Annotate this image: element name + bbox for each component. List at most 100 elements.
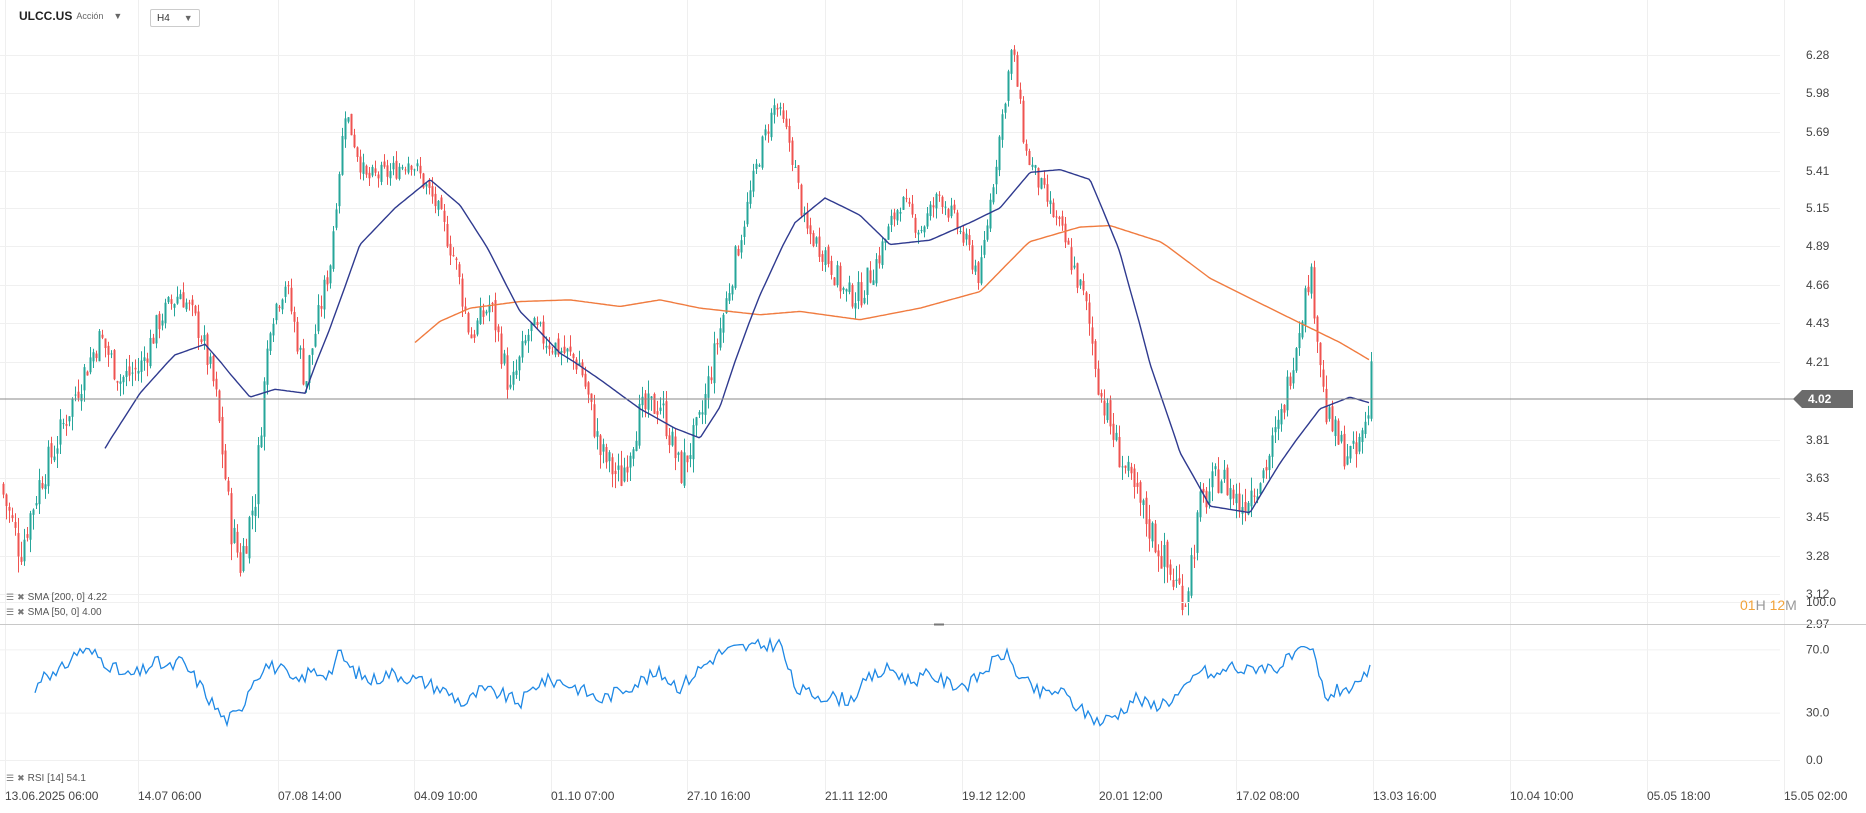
candle-body (1229, 488, 1232, 500)
candle-body (1190, 555, 1193, 596)
candle-body (386, 165, 389, 177)
settings-icon[interactable]: ☰ (6, 773, 15, 783)
indicator-legend-rsi[interactable]: ☰ ✖ RSI [14] 54.1 (6, 773, 86, 784)
price-tick-label: 3.12 (1806, 587, 1830, 601)
candle-body (497, 326, 500, 333)
candle-body (488, 304, 491, 313)
candle-body (140, 360, 143, 372)
candle-body (1241, 507, 1244, 514)
candle-body (344, 118, 347, 140)
candle-body (788, 125, 791, 143)
candle-body (149, 337, 152, 367)
candle-body (920, 230, 923, 232)
candle-body (206, 334, 209, 365)
candle-body (491, 302, 494, 304)
candle-body (587, 382, 590, 395)
price-tick-label: 6.28 (1806, 48, 1830, 62)
candle-body (455, 258, 458, 261)
candle-body (1250, 490, 1253, 507)
candle-body (107, 345, 110, 355)
indicator-label: SMA [200, 0] 4.22 (27, 592, 108, 603)
candles (2, 45, 1373, 616)
candle-body (419, 165, 422, 174)
candle-body (188, 302, 191, 304)
candle-body (704, 394, 707, 415)
price-tick-label: 5.69 (1806, 125, 1830, 139)
candle-body (524, 340, 527, 344)
candle-body (1139, 482, 1142, 503)
candle-body (86, 371, 89, 376)
candle-body (926, 213, 929, 227)
candle-body (653, 393, 656, 414)
candle-body (686, 455, 689, 463)
candle-body (1247, 502, 1250, 515)
candle-body (341, 135, 344, 175)
time-axis[interactable]: 13.06.2025 06:00 14.07 06:00 07.08 14:00 04… (5, 789, 1848, 803)
indicator-legend-sma200[interactable]: ☰ ✖ SMA [200, 0] 4.22 (6, 592, 107, 603)
candle-body (1223, 469, 1226, 480)
indicator-legend-sma50[interactable]: ☰ ✖ SMA [50, 0] 4.00 (6, 607, 102, 618)
time-tick-label: 13.06.2025 06:00 (5, 789, 99, 803)
candle-body (977, 262, 980, 283)
candle-body (1199, 491, 1202, 518)
settings-icon[interactable]: ☰ (6, 607, 15, 617)
candle-body (695, 417, 698, 426)
timeframe-selector[interactable]: H4 ▼ (150, 9, 200, 27)
candle-body (947, 209, 950, 218)
candle-body (194, 305, 197, 314)
candle-body (401, 167, 404, 169)
close-icon[interactable]: ✖ (17, 607, 25, 617)
candle-body (971, 245, 974, 270)
candle-body (233, 527, 236, 543)
candle-body (263, 381, 266, 437)
candle-body (356, 147, 359, 157)
candle-body (806, 212, 809, 229)
candle-body (110, 353, 113, 355)
candle-body (446, 224, 449, 247)
candle-body (872, 280, 875, 285)
symbol-selector[interactable]: ULCC.US Acción ▼ (19, 9, 122, 23)
candle-body (1298, 333, 1301, 349)
candle-body (929, 204, 932, 217)
candle-body (896, 210, 899, 221)
settings-icon[interactable]: ☰ (6, 592, 15, 602)
candle-body (728, 293, 731, 301)
candle-body (296, 321, 299, 352)
candle-body (242, 545, 245, 571)
candle-body (866, 267, 869, 295)
close-icon[interactable]: ✖ (17, 592, 25, 602)
candle-body (494, 300, 497, 331)
candle-body (155, 315, 158, 344)
time-tick-label: 10.04 10:00 (1510, 789, 1574, 803)
candle-body (302, 348, 305, 385)
candle-body (650, 396, 653, 399)
candle-body (581, 362, 584, 376)
candle-body (584, 373, 587, 387)
candle-body (1079, 279, 1082, 286)
candle-body (368, 172, 371, 179)
candle-body (1145, 497, 1148, 525)
candle-body (1334, 419, 1337, 437)
candle-body (35, 503, 38, 506)
candle-body (767, 131, 770, 134)
candle-body (461, 278, 464, 307)
candle-body (230, 493, 233, 545)
time-tick-label: 01.10 07:00 (551, 789, 615, 803)
candle-body (878, 255, 881, 264)
candle-body (671, 431, 674, 446)
price-axis[interactable]: 6.28 5.98 5.69 5.41 5.15 4.89 4.66 4.43 4.21 3.81… (1806, 48, 1830, 631)
candle-body (1331, 406, 1334, 432)
candle-body (1094, 341, 1097, 370)
candle-body (839, 265, 842, 292)
candle-body (863, 297, 866, 304)
candle-body (1304, 288, 1307, 325)
candle-body (938, 194, 941, 196)
candle-body (278, 306, 281, 308)
candle-body (668, 435, 671, 446)
candle-body (275, 303, 278, 321)
candle-body (683, 452, 686, 486)
candle-body (20, 557, 23, 562)
close-icon[interactable]: ✖ (17, 773, 25, 783)
candle-body (830, 260, 833, 275)
